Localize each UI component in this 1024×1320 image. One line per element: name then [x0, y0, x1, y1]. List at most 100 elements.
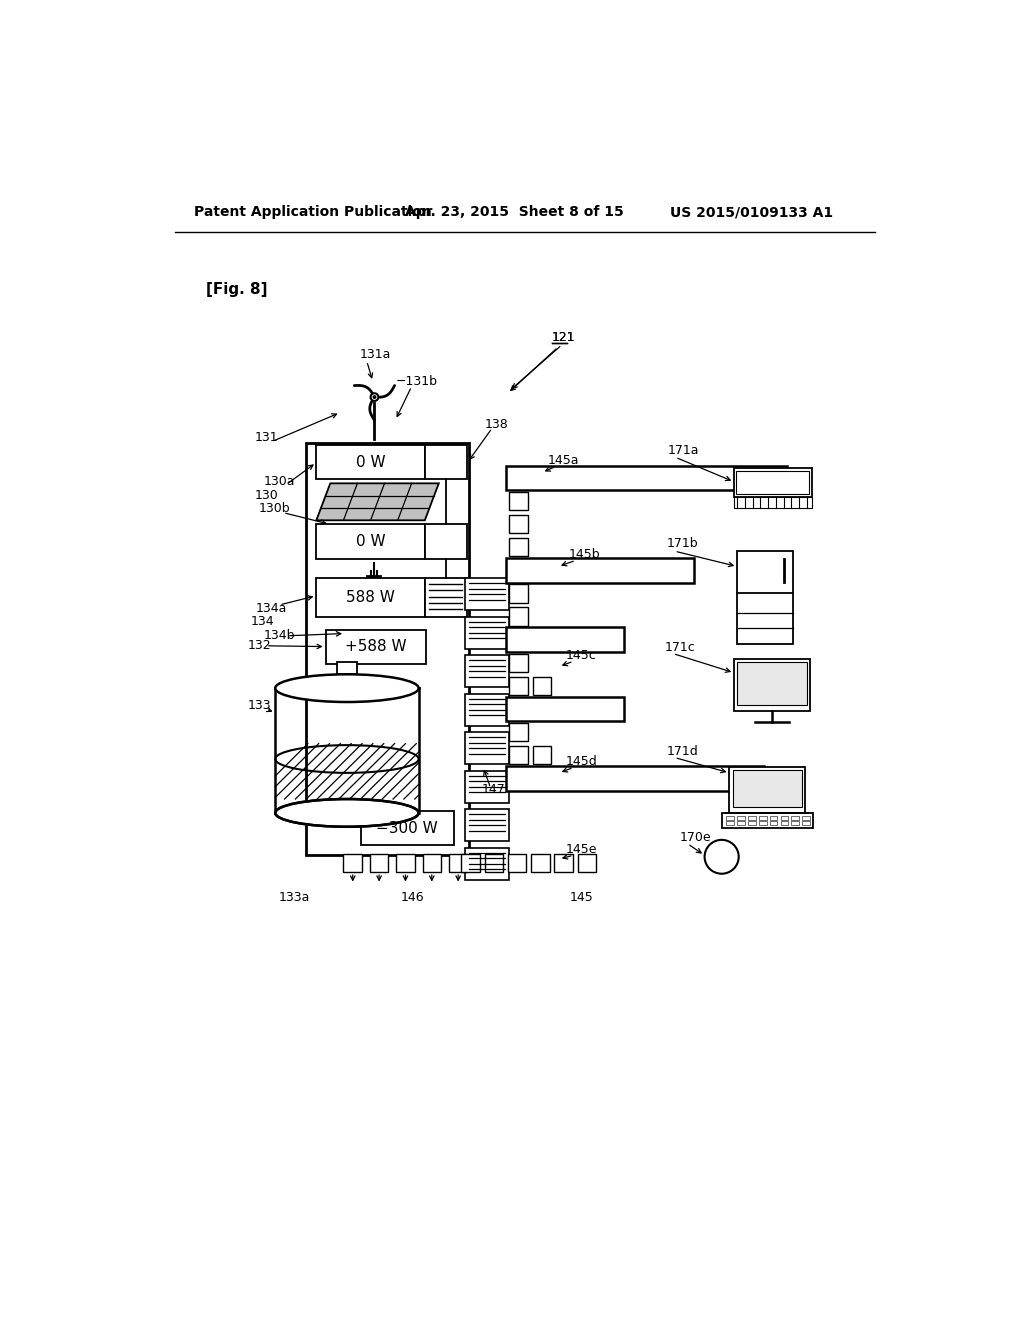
Bar [792, 821, 799, 825]
Bar [741, 770, 761, 788]
Text: 588 W: 588 W [346, 590, 395, 605]
Bar [465, 655, 509, 688]
Bar [695, 469, 714, 487]
Bar [425, 578, 467, 616]
Bar [602, 469, 621, 487]
Bar [578, 854, 596, 873]
Bar [729, 767, 805, 813]
Bar [509, 770, 528, 788]
Bar [449, 854, 467, 873]
Bar [672, 561, 690, 579]
Text: 145a: 145a [548, 454, 580, 467]
Text: 0 W: 0 W [355, 454, 385, 470]
Bar [579, 561, 598, 579]
Bar [602, 561, 621, 579]
Bar [465, 733, 509, 764]
Text: II: II [717, 850, 727, 863]
Text: 145d: 145d [566, 755, 598, 768]
Ellipse shape [275, 675, 419, 702]
Text: 131a: 131a [359, 348, 391, 362]
Bar [532, 700, 551, 718]
Bar [306, 444, 469, 855]
Bar [748, 816, 756, 820]
Text: 147: 147 [481, 783, 505, 796]
Bar [423, 854, 441, 873]
Bar [506, 466, 786, 490]
Bar [802, 816, 810, 820]
Bar [316, 524, 425, 558]
Bar [765, 469, 783, 487]
Bar [734, 469, 812, 498]
Bar [602, 770, 621, 788]
Text: Apr. 23, 2015  Sheet 8 of 15: Apr. 23, 2015 Sheet 8 of 15 [406, 206, 625, 219]
Text: 0 W: 0 W [355, 535, 385, 549]
Text: +588 W: +588 W [345, 639, 407, 655]
Bar [741, 469, 761, 487]
Bar [316, 445, 425, 479]
Bar [326, 630, 426, 664]
Bar [736, 471, 809, 494]
Bar [626, 770, 644, 788]
Bar [722, 813, 813, 829]
Bar [626, 469, 644, 487]
Text: 130: 130 [254, 490, 279, 502]
Bar [759, 816, 767, 820]
Bar [554, 854, 572, 873]
Bar [461, 854, 480, 873]
Text: 133: 133 [248, 698, 271, 711]
Bar [649, 770, 668, 788]
Text: 145b: 145b [568, 548, 600, 561]
Bar [506, 558, 693, 582]
Ellipse shape [275, 799, 419, 826]
Text: 131: 131 [254, 430, 278, 444]
Text: 130b: 130b [258, 502, 290, 515]
Text: [Fig. 8]: [Fig. 8] [206, 281, 267, 297]
Bar [726, 821, 734, 825]
Bar [579, 770, 598, 788]
Bar [780, 816, 788, 820]
Bar [734, 498, 812, 508]
Text: 145: 145 [569, 891, 594, 904]
Bar [275, 743, 419, 826]
Text: 134a: 134a [256, 602, 288, 615]
Bar [532, 469, 551, 487]
Circle shape [373, 395, 377, 399]
Bar [737, 552, 793, 644]
Bar [759, 821, 767, 825]
Bar [734, 659, 810, 711]
Bar [465, 616, 509, 649]
Bar [509, 585, 528, 603]
Bar [579, 631, 598, 649]
Bar [556, 631, 574, 649]
Text: 170e: 170e [680, 832, 712, 843]
Bar [509, 607, 528, 626]
Bar [719, 469, 737, 487]
Text: 121: 121 [552, 330, 575, 343]
Bar [509, 492, 528, 511]
Bar [579, 700, 598, 718]
Bar [509, 677, 528, 696]
Bar [370, 854, 388, 873]
Bar [465, 809, 509, 841]
Bar [770, 821, 777, 825]
Text: 145c: 145c [566, 648, 597, 661]
Bar [508, 854, 526, 873]
Bar [316, 578, 425, 616]
Bar [484, 854, 503, 873]
Bar [509, 723, 528, 742]
Bar [726, 816, 734, 820]
Bar [509, 469, 528, 487]
Text: US 2015/0109133 A1: US 2015/0109133 A1 [671, 206, 834, 219]
Bar [649, 469, 668, 487]
Bar [579, 469, 598, 487]
Text: 138: 138 [484, 417, 508, 430]
Text: 145e: 145e [566, 842, 597, 855]
Bar [556, 770, 574, 788]
Text: 134: 134 [251, 615, 274, 628]
Bar [509, 770, 528, 788]
Bar [532, 631, 551, 649]
Bar [770, 816, 777, 820]
Text: Patent Application Publication: Patent Application Publication [194, 206, 432, 219]
Bar [602, 700, 621, 718]
Bar [509, 561, 528, 579]
